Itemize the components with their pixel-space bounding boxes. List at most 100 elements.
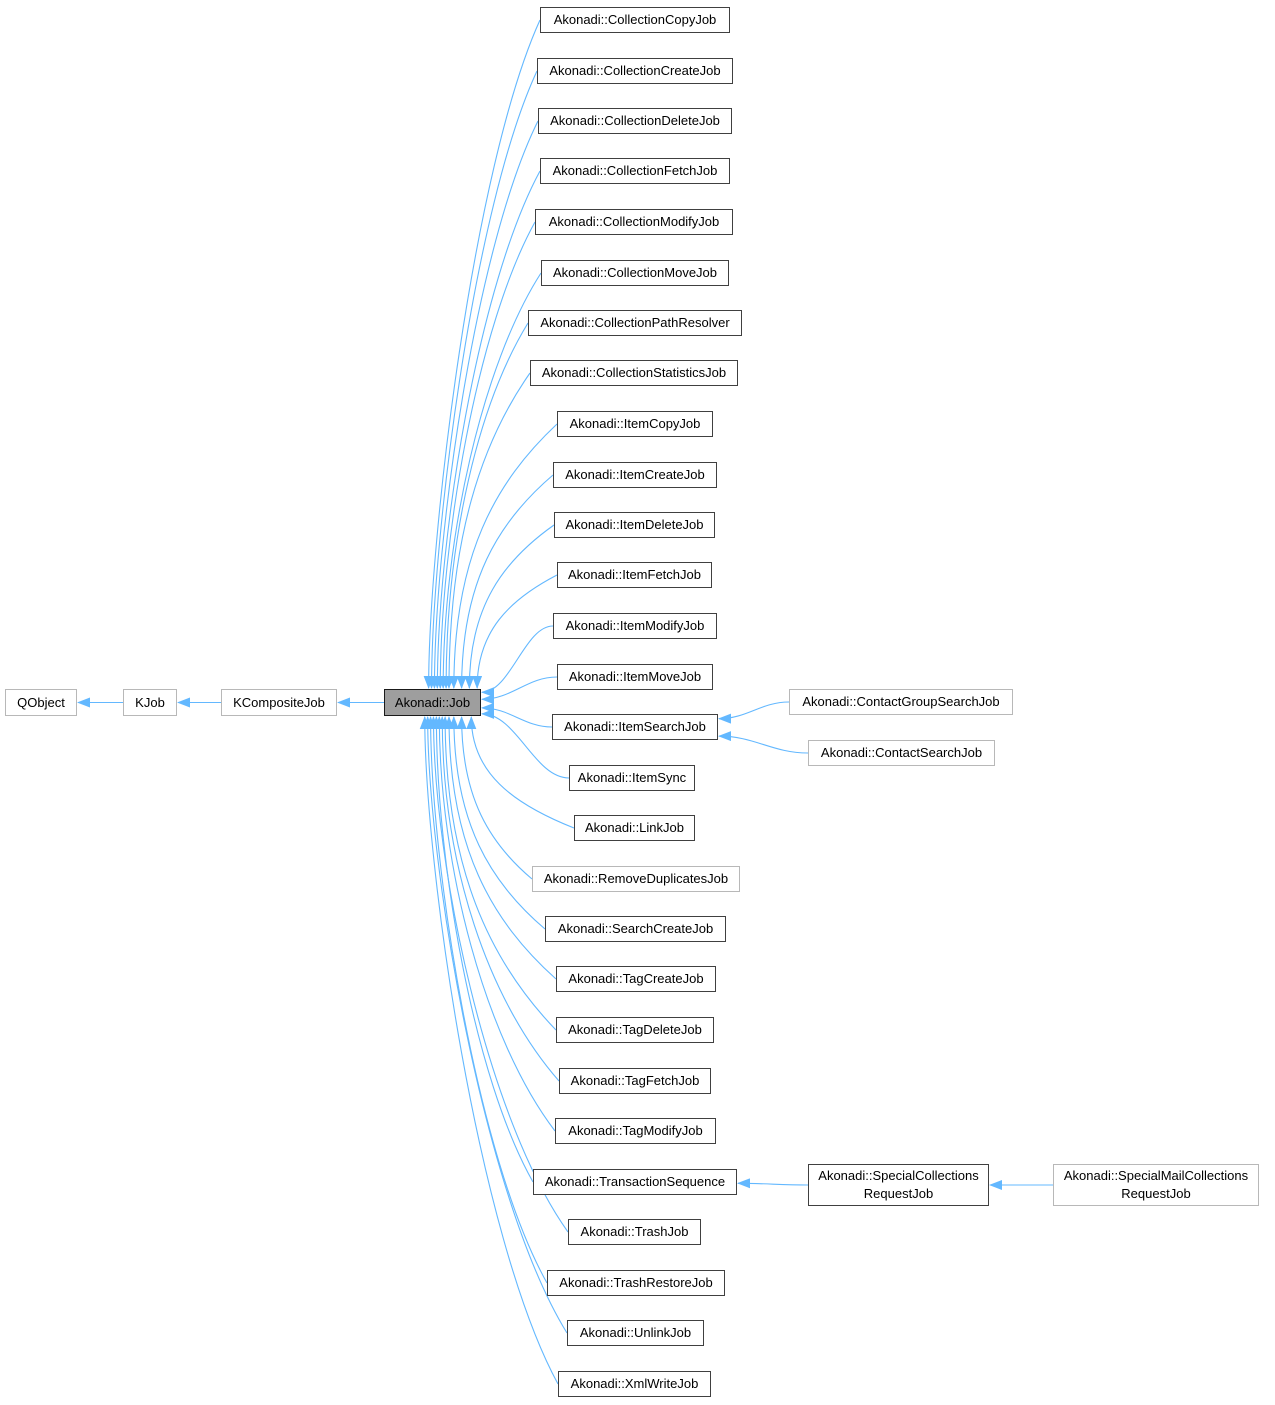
class-label: RequestJob [863,1186,934,1201]
inheritance-arrow-collection-move-job-to-akonadi-job [438,272,542,689]
inheritance-arrow-collection-create-job-to-akonadi-job [426,70,538,689]
class-label: Akonadi::Job [394,694,471,710]
inheritance-arrow-collection-modify-job-to-akonadi-job [435,221,536,689]
class-label: Akonadi::ItemSync [577,770,687,785]
class-label: Akonadi::CollectionCreateJob [549,63,721,78]
class-label: Akonadi::CollectionMoveJob [552,265,718,280]
class-node-contact-search-job: Akonadi::ContactSearchJob [808,740,995,766]
class-node-item-search-job[interactable]: Akonadi::ItemSearchJob [552,714,718,740]
class-node-item-create-job[interactable]: Akonadi::ItemCreateJob [553,462,717,488]
class-node-search-create-job[interactable]: Akonadi::SearchCreateJob [545,916,726,942]
inheritance-arrow-item-sync-to-akonadi-job [481,708,570,779]
inheritance-arrow-item-copy-job-to-akonadi-job [448,423,558,689]
class-node-item-copy-job[interactable]: Akonadi::ItemCopyJob [557,411,713,437]
class-label: Akonadi::ItemDeleteJob [565,517,704,532]
class-node-kjob: KJob [123,689,177,716]
class-label: Akonadi::TagModifyJob [568,1123,703,1138]
class-label: Akonadi::ItemSearchJob [564,719,706,734]
inheritance-arrow-contact-group-search-job-to-item-search-job [718,701,790,724]
inheritance-arrow-item-modify-job-to-akonadi-job [481,625,554,698]
inheritance-arrow-xml-write-job-to-akonadi-job [419,716,559,1385]
class-label: Akonadi::ContactGroupSearchJob [802,694,1000,709]
class-label: Akonadi::TagDeleteJob [568,1022,702,1037]
class-node-contact-group-search-job: Akonadi::ContactGroupSearchJob [789,689,1013,715]
class-label: Akonadi::CollectionStatisticsJob [541,365,727,380]
class-node-xml-write-job[interactable]: Akonadi::XmlWriteJob [558,1371,711,1397]
class-label: Akonadi::ItemModifyJob [565,618,705,633]
class-label: Akonadi::TagCreateJob [568,971,704,986]
class-node-transaction-sequence[interactable]: Akonadi::TransactionSequence [533,1169,737,1195]
class-node-item-move-job[interactable]: Akonadi::ItemMoveJob [557,664,713,690]
class-node-tag-create-job[interactable]: Akonadi::TagCreateJob [556,966,716,992]
class-label: RequestJob [1121,1186,1191,1201]
inheritance-arrow-item-move-job-to-akonadi-job [481,676,558,705]
inheritance-arrow-item-fetch-job-to-akonadi-job [472,574,558,689]
inheritance-arrow-tag-fetch-job-to-akonadi-job [437,716,560,1082]
class-label: Akonadi::TrashJob [580,1224,689,1239]
class-label: Akonadi::RemoveDuplicatesJob [543,871,729,886]
inheritance-arrow-item-search-job-to-akonadi-job [481,702,553,728]
inheritance-arrow-tag-modify-job-to-akonadi-job [434,716,556,1132]
class-label: Akonadi::UnlinkJob [579,1325,692,1340]
inheritance-arrow-tag-delete-job-to-akonadi-job [440,716,557,1031]
class-label: Akonadi::TransactionSequence [544,1174,726,1189]
class-node-collection-fetch-job[interactable]: Akonadi::CollectionFetchJob [540,158,730,184]
class-node-qobject: QObject [5,689,77,716]
class-node-collection-statistics-job[interactable]: Akonadi::CollectionStatisticsJob [530,360,738,386]
class-label: Akonadi::LinkJob [584,820,684,835]
inheritance-arrow-collection-copy-job-to-akonadi-job [423,19,541,689]
class-label: Akonadi::ItemCopyJob [569,416,701,431]
inheritance-arrow-remove-duplicates-job-to-akonadi-job [456,716,533,880]
class-node-trash-job[interactable]: Akonadi::TrashJob [568,1219,701,1245]
class-label: KCompositeJob [233,694,325,710]
class-label: Akonadi::CollectionDeleteJob [550,113,720,128]
inheritance-arrow-trash-job-to-akonadi-job [428,716,569,1233]
inheritance-arrow-link-job-to-akonadi-job [466,716,575,829]
class-node-trash-restore-job[interactable]: Akonadi::TrashRestoreJob [547,1270,725,1296]
inheritance-arrow-collection-path-resolver-to-akonadi-job [441,322,529,689]
class-label: Akonadi::CollectionCopyJob [553,12,717,27]
class-label: Akonadi::ItemFetchJob [568,567,701,582]
class-label: Akonadi::SearchCreateJob [557,921,714,936]
class-node-collection-path-resolver[interactable]: Akonadi::CollectionPathResolver [528,310,742,336]
inheritance-arrow-search-create-job-to-akonadi-job [448,716,546,930]
inheritance-arrow-special-collections-request-job-to-transaction-sequence [737,1178,809,1189]
inheritance-arrow-item-delete-job-to-akonadi-job [464,524,555,689]
class-label: Akonadi::XmlWriteJob [570,1376,699,1391]
class-node-link-job[interactable]: Akonadi::LinkJob [574,815,695,841]
class-label: Akonadi::SpecialCollections [818,1168,979,1183]
class-node-collection-delete-job[interactable]: Akonadi::CollectionDeleteJob [538,108,732,134]
class-node-item-sync[interactable]: Akonadi::ItemSync [569,765,695,791]
class-node-collection-modify-job[interactable]: Akonadi::CollectionModifyJob [535,209,733,235]
inheritance-arrow-unlink-job-to-akonadi-job [422,716,568,1334]
inheritance-arrow-contact-search-job-to-item-search-job [718,731,809,754]
class-node-item-delete-job[interactable]: Akonadi::ItemDeleteJob [554,512,715,538]
class-node-item-fetch-job[interactable]: Akonadi::ItemFetchJob [557,562,712,588]
class-node-tag-delete-job[interactable]: Akonadi::TagDeleteJob [556,1017,714,1043]
class-node-collection-move-job[interactable]: Akonadi::CollectionMoveJob [541,260,729,286]
inheritance-arrow-collection-statistics-job-to-akonadi-job [443,372,531,689]
class-node-tag-fetch-job[interactable]: Akonadi::TagFetchJob [559,1068,711,1094]
class-node-unlink-job[interactable]: Akonadi::UnlinkJob [567,1320,704,1346]
class-node-akonadi-job: Akonadi::Job [384,689,481,716]
class-node-collection-copy-job[interactable]: Akonadi::CollectionCopyJob [540,7,730,33]
class-node-item-modify-job[interactable]: Akonadi::ItemModifyJob [553,613,717,639]
class-node-collection-create-job[interactable]: Akonadi::CollectionCreateJob [537,58,733,84]
class-label: Akonadi::CollectionFetchJob [552,163,718,178]
class-node-remove-duplicates-job: Akonadi::RemoveDuplicatesJob [532,866,740,892]
class-node-tag-modify-job[interactable]: Akonadi::TagModifyJob [555,1118,716,1144]
inheritance-arrow-collection-delete-job-to-akonadi-job [429,120,539,689]
class-node-kcomposite-job: KCompositeJob [221,689,337,716]
inheritance-arrow-tag-create-job-to-akonadi-job [443,716,557,980]
class-label: Akonadi::TagFetchJob [570,1073,700,1088]
inheritance-arrow-collection-fetch-job-to-akonadi-job [432,170,541,689]
class-label: Akonadi::ItemMoveJob [568,669,702,684]
class-label: Akonadi::SpecialMailCollections [1063,1168,1249,1183]
class-label: Akonadi::ContactSearchJob [820,745,983,760]
class-label: Akonadi::CollectionModifyJob [548,214,720,229]
class-label: Akonadi::ItemCreateJob [565,467,705,482]
